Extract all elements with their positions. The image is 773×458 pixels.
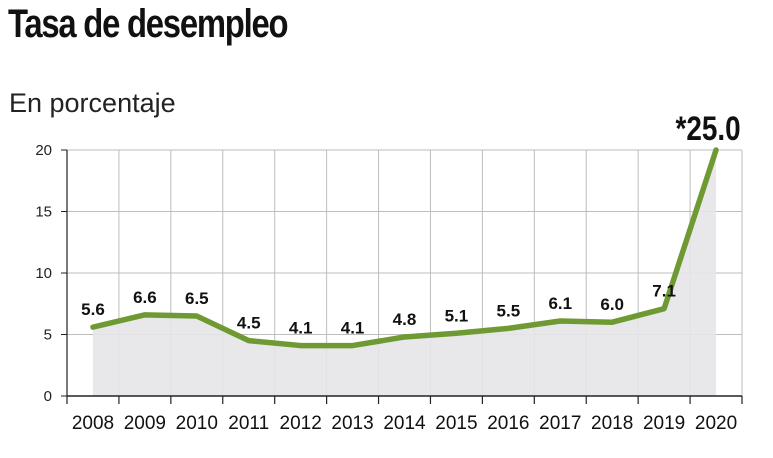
x-tick-label: 2015 [435, 413, 477, 434]
data-labels: 5.6 6.6 6.5 4.5 4.1 4.1 4.8 5.1 5.5 6.1 6.0 7.1 *25.… [81, 109, 740, 337]
x-tick-label: 2014 [383, 413, 426, 434]
series-line [90, 147, 719, 349]
chart-subtitle: En porcentaje [9, 88, 176, 118]
area-fill [92, 150, 717, 396]
x-tick-label: 2019 [643, 413, 685, 434]
y-tick-label: 0 [44, 388, 52, 405]
data-label: *25.0 [675, 109, 740, 147]
area-under-line [92, 150, 717, 396]
x-tick-label: 2017 [539, 413, 581, 434]
y-tick-label: 10 [35, 265, 52, 282]
y-tick-label: 20 [35, 142, 52, 159]
y-tick-label: 15 [35, 204, 52, 221]
x-tick-label: 2016 [487, 413, 529, 434]
y-tick-label: 5 [44, 327, 52, 344]
x-tick-label: 2018 [591, 413, 633, 434]
data-label: 4.5 [237, 314, 261, 333]
chart-title: Tasa de desempleo [8, 2, 289, 46]
x-tick-label: 2013 [331, 413, 373, 434]
data-label: 4.1 [341, 319, 365, 338]
data-label: 6.5 [185, 289, 209, 308]
axes: 0 5 10 15 20 2008 2009 2010 2011 2012 2013 2014 2015… [35, 142, 743, 434]
x-tick-label: 2011 [228, 413, 269, 434]
data-label: 5.5 [497, 301, 521, 320]
x-tick-label: 2012 [280, 413, 322, 434]
series-line-layer [90, 147, 719, 349]
x-tick-label: 2009 [124, 413, 166, 434]
x-tick-label: 2008 [72, 413, 114, 434]
x-tick-label: 2010 [176, 413, 218, 434]
x-tick-label: 2020 [695, 413, 737, 434]
data-label: 4.1 [289, 319, 313, 338]
data-label: 5.1 [445, 306, 469, 325]
data-label: 6.6 [133, 288, 157, 307]
data-label: 6.1 [548, 294, 572, 313]
data-label: 4.8 [393, 310, 417, 329]
data-label: 6.0 [600, 295, 624, 314]
data-label: 7.1 [652, 282, 676, 301]
data-label: 5.6 [81, 300, 105, 319]
